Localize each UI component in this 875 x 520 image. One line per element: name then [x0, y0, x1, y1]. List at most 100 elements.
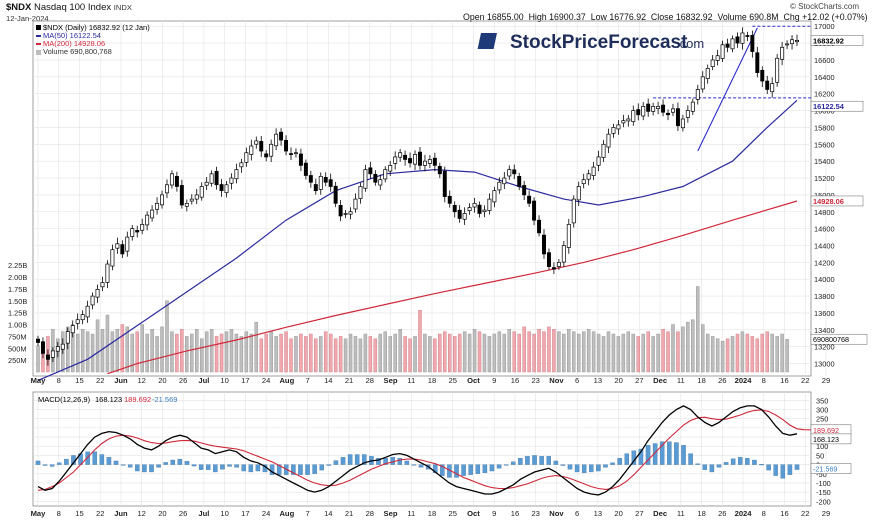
- x-tick-label: 7: [305, 376, 309, 385]
- candle-body: [755, 52, 760, 73]
- open-value: 16855.00: [486, 12, 524, 22]
- price-tick-label: 13600: [814, 309, 835, 318]
- candle-body: [130, 228, 135, 237]
- volume-bar: [656, 333, 660, 373]
- volume-bar: [770, 333, 774, 373]
- candle-body: [338, 204, 343, 217]
- macd-legend-signal: 189.692: [124, 395, 151, 404]
- volume-bar: [224, 331, 229, 373]
- macd-histogram-bar: [461, 464, 466, 476]
- candle-body: [259, 141, 264, 152]
- x-tick-label-macd: 11: [677, 509, 685, 518]
- candle-body: [75, 319, 80, 324]
- candle-body: [750, 34, 755, 52]
- last-price-tag-box: [810, 35, 864, 46]
- x-tick-label: 21: [345, 376, 353, 385]
- macd-hist-tag: -21.569: [813, 465, 837, 474]
- candle-body: [199, 186, 204, 198]
- candle-body: [383, 169, 388, 180]
- volume-value: 690.8M: [749, 12, 779, 22]
- candle-body: [695, 89, 700, 100]
- candle-body: [120, 244, 125, 255]
- candle-body: [447, 195, 452, 204]
- macd-histogram-bar: [702, 464, 708, 470]
- x-tick-label: 20: [614, 376, 622, 385]
- macd-histogram-bar: [716, 464, 722, 468]
- volume-bar: [760, 333, 765, 373]
- macd-histogram-bar: [120, 464, 126, 466]
- macd-histogram-bar: [298, 464, 303, 475]
- volume-bar: [358, 338, 363, 373]
- x-tick-label: 9: [492, 376, 496, 385]
- macd-tick-label: 350: [816, 396, 828, 405]
- candle-body: [234, 169, 239, 180]
- macd-histogram-bar: [567, 464, 573, 470]
- volume-bar: [452, 336, 457, 373]
- volume-bar: [378, 333, 383, 373]
- price-tick-label: 14800: [814, 208, 835, 217]
- candle-body: [651, 105, 656, 112]
- candle-body: [532, 200, 537, 221]
- macd-histogram-bar: [170, 459, 176, 465]
- volume-bar: [423, 333, 427, 373]
- last-price-tag: 16832.92: [813, 36, 844, 45]
- volume-bar: [299, 333, 303, 373]
- macd-histogram-bar: [248, 464, 254, 473]
- x-tick-label: 6: [575, 376, 579, 385]
- volume-bar: [95, 319, 100, 373]
- x-tick-label-macd: 18: [697, 509, 705, 518]
- symbol: $NDX: [6, 2, 32, 13]
- candle-body: [145, 214, 150, 226]
- candle-body: [65, 331, 70, 344]
- candle-body: [150, 209, 155, 219]
- x-tick-label-macd: 2024: [735, 509, 753, 518]
- candle-body: [36, 338, 40, 343]
- x-tick-label-macd: Aug: [279, 509, 294, 518]
- volume-bar: [254, 321, 259, 373]
- volume-bar: [661, 329, 665, 373]
- volume-bar: [532, 333, 536, 373]
- axis-labels: 13000 13200 13400 13600 13800 14000 14200 14400…: [8, 22, 868, 518]
- candle-body: [785, 43, 790, 46]
- macd-histogram-bar: [276, 464, 282, 475]
- candle-body: [115, 243, 120, 249]
- ma50-tag: 16122.54: [813, 102, 845, 111]
- price-tick-label: 13800: [814, 292, 835, 301]
- volume-bar: [338, 336, 343, 373]
- candle-body: [591, 166, 596, 176]
- volume-bar: [343, 338, 348, 373]
- price-tick-label: 13000: [814, 360, 835, 369]
- x-tick-label-macd: 17: [241, 509, 249, 518]
- candle-body: [40, 341, 45, 354]
- macd-histogram-bar: [135, 464, 140, 472]
- x-tick-label: 23: [531, 376, 539, 385]
- x-tick-label: 29: [822, 376, 830, 385]
- volume-bar: [155, 336, 159, 373]
- volume-bar: [750, 336, 755, 373]
- volume-bar: [165, 300, 169, 373]
- volume-bar: [507, 329, 512, 373]
- macd-histogram-bar: [319, 464, 324, 471]
- x-tick-label: 12: [137, 376, 145, 385]
- macd-histogram-bar: [333, 460, 339, 465]
- macd-histogram-bar: [347, 454, 353, 465]
- macd-histogram-bar: [617, 458, 622, 465]
- macd-histogram-bar: [99, 454, 105, 465]
- candle-body: [204, 181, 209, 186]
- candle-body: [174, 175, 179, 187]
- price-tick-label: 15400: [814, 157, 835, 166]
- candle-body: [715, 55, 720, 61]
- candle-body: [690, 101, 695, 112]
- volume-bar: [219, 333, 224, 373]
- volume-bar: [333, 338, 338, 373]
- candle-body: [323, 176, 328, 183]
- macd-histogram-bar: [163, 462, 168, 465]
- candle-body: [497, 181, 502, 191]
- candle-body: [194, 194, 199, 200]
- macd-histogram-bar: [730, 458, 736, 465]
- macd-histogram-bar: [532, 455, 537, 465]
- macd-histogram-bar: [667, 441, 672, 465]
- candle-body: [289, 153, 293, 155]
- ohlc-row: Open 16855.00 High 16900.37 Low 16776.92…: [463, 12, 868, 22]
- candle-body: [442, 170, 447, 197]
